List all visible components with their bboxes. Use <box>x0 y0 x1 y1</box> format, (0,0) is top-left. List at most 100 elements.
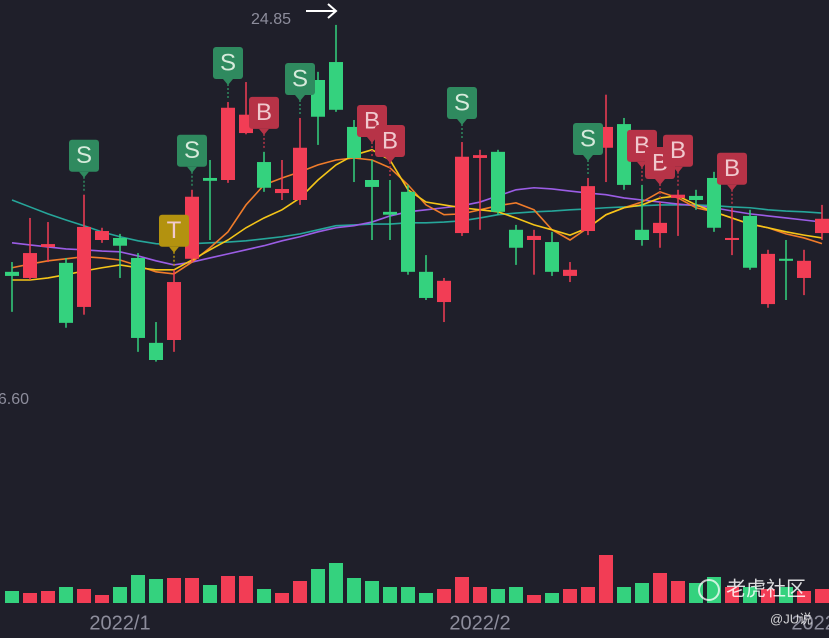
signal-badge <box>447 87 477 120</box>
candle-body <box>383 211 397 215</box>
candle-body <box>275 188 289 194</box>
volume-bar <box>725 587 739 603</box>
volume-bar <box>779 587 793 603</box>
candle-body <box>743 215 757 268</box>
volume-bar <box>311 569 325 603</box>
candle-body <box>113 237 127 246</box>
volume-bar <box>653 573 667 603</box>
signal-label: S <box>184 137 200 164</box>
volume-bar <box>185 578 199 603</box>
candle-body <box>491 151 505 212</box>
volume-bar <box>383 587 397 603</box>
signal-pointer <box>457 119 467 126</box>
volume-bar <box>5 591 19 603</box>
signal-pointer <box>295 94 305 101</box>
candle-body <box>221 107 235 180</box>
signal-pointer <box>187 166 197 173</box>
signal-badge <box>717 152 747 185</box>
watermark: 老虎社区 <box>726 577 806 600</box>
signal-pointer <box>637 161 647 168</box>
volume-bar <box>221 576 235 603</box>
volume-bar <box>743 587 757 603</box>
candle-body <box>95 231 109 240</box>
x-tick-label: 2022/3 <box>791 612 829 634</box>
signal-pointer <box>223 79 233 86</box>
candle-body <box>527 235 541 240</box>
signal-pointer <box>169 246 179 253</box>
candle-body <box>761 253 775 305</box>
volume-bar <box>797 591 811 603</box>
candle-body <box>131 257 145 338</box>
volume-bar <box>365 581 379 603</box>
credit: @JU说 <box>770 611 812 626</box>
volume-bar <box>239 576 253 603</box>
candle-body <box>797 260 811 278</box>
volume-bar <box>617 587 631 603</box>
candle-body <box>419 271 433 298</box>
volume-bar <box>59 587 73 603</box>
volume-bar <box>149 579 163 603</box>
volume-bar <box>167 578 181 603</box>
candle-body <box>671 194 685 198</box>
volume-bar <box>329 563 343 603</box>
candle-body <box>329 62 343 110</box>
x-tick-label: 2022/2 <box>449 612 510 634</box>
candle-body <box>23 253 37 278</box>
candle-body <box>545 242 559 272</box>
candle-body <box>77 226 91 307</box>
signal-label: B <box>382 127 398 154</box>
volume-bar <box>275 593 289 603</box>
volume-bar <box>77 589 91 603</box>
signal-label: B <box>670 137 686 164</box>
signal-pointer <box>655 179 665 186</box>
signal-label: S <box>292 65 308 92</box>
volume-bar <box>599 555 613 603</box>
signal-badge <box>69 139 99 172</box>
signal-badge <box>285 62 315 95</box>
volume-bar <box>671 581 685 603</box>
signal-badge <box>213 47 243 80</box>
volume-bar <box>95 595 109 603</box>
candle-body <box>725 237 739 240</box>
signal-pointer <box>673 166 683 173</box>
candle-body <box>401 191 415 272</box>
volume-bar <box>257 589 271 603</box>
signal-badge <box>663 134 693 167</box>
candle-body <box>653 222 667 234</box>
candle-body <box>509 229 523 248</box>
volume-bar <box>401 587 415 603</box>
signal-label: T <box>167 217 182 244</box>
watermark-logo <box>698 579 720 601</box>
low-annotation: 16.60 <box>0 391 29 408</box>
candle-body <box>473 155 487 158</box>
signal-pointer <box>259 128 269 135</box>
volume-bar <box>419 593 433 603</box>
volume-bar <box>293 581 307 603</box>
signal-pointer <box>367 137 377 143</box>
candle-body <box>203 177 217 181</box>
volume-bar <box>41 591 55 603</box>
high-arrow <box>306 3 338 19</box>
volume-bar <box>635 583 649 603</box>
candle-body <box>365 180 379 187</box>
volume-bar <box>491 589 505 603</box>
candle-body <box>689 195 703 200</box>
candle-body <box>293 147 307 200</box>
volume-bar <box>815 589 829 603</box>
volume-bar <box>563 589 577 603</box>
candle-body <box>707 177 721 228</box>
volume-bar <box>473 587 487 603</box>
candle-body <box>41 244 55 247</box>
signal-badge <box>159 214 189 247</box>
volume-bar <box>347 578 361 603</box>
candle-body <box>437 280 451 303</box>
volume-bar <box>455 577 469 603</box>
signal-label: S <box>580 125 596 152</box>
x-tick-label: 2022/1 <box>89 612 150 634</box>
signal-label: S <box>454 89 470 116</box>
signal-pointer <box>727 184 737 191</box>
signal-pointer <box>583 154 593 161</box>
signal-label: B <box>256 99 272 126</box>
